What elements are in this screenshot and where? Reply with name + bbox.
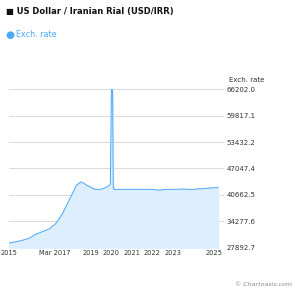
Text: ●: ● xyxy=(6,30,15,40)
Text: ■ US Dollar / Iranian Rial (USD/IRR): ■ US Dollar / Iranian Rial (USD/IRR) xyxy=(6,7,173,16)
Text: Exch. rate: Exch. rate xyxy=(229,77,264,83)
Text: © Chartoasis.com: © Chartoasis.com xyxy=(235,282,292,287)
Text: Exch. rate: Exch. rate xyxy=(16,30,57,39)
